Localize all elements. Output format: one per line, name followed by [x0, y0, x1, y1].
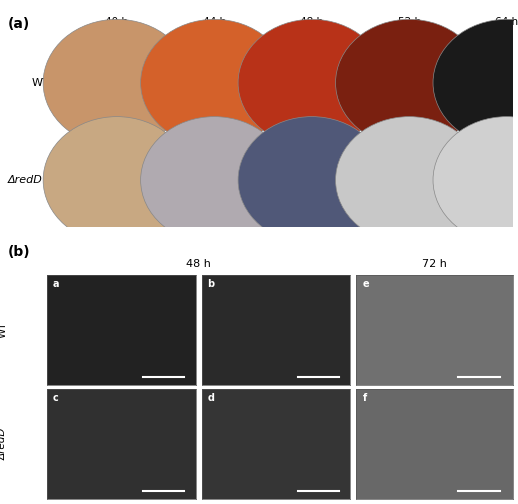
Ellipse shape — [140, 19, 288, 146]
Ellipse shape — [336, 19, 483, 146]
Text: WT: WT — [0, 322, 8, 338]
Text: 40 h: 40 h — [105, 17, 128, 27]
Ellipse shape — [238, 116, 385, 243]
Text: 48 h: 48 h — [300, 17, 323, 27]
Text: (b): (b) — [8, 245, 31, 259]
Ellipse shape — [238, 19, 385, 146]
Ellipse shape — [140, 116, 288, 243]
Text: f: f — [363, 394, 367, 403]
Ellipse shape — [43, 116, 191, 243]
Text: d: d — [208, 394, 214, 403]
Text: ΔredD: ΔredD — [8, 175, 43, 185]
Text: 52 h: 52 h — [398, 17, 421, 27]
Text: 44 h: 44 h — [203, 17, 226, 27]
Text: WT: WT — [32, 78, 50, 88]
Ellipse shape — [336, 116, 483, 243]
Text: 48 h: 48 h — [186, 259, 211, 269]
Text: (a): (a) — [8, 17, 30, 31]
Text: 72 h: 72 h — [422, 259, 447, 269]
Ellipse shape — [433, 116, 518, 243]
Text: e: e — [363, 279, 369, 289]
Text: c: c — [52, 394, 59, 403]
Text: b: b — [208, 279, 214, 289]
Ellipse shape — [43, 19, 191, 146]
Text: ΔredD: ΔredD — [0, 428, 8, 460]
Ellipse shape — [433, 19, 518, 146]
Text: a: a — [52, 279, 59, 289]
Text: 64 h: 64 h — [495, 17, 518, 27]
